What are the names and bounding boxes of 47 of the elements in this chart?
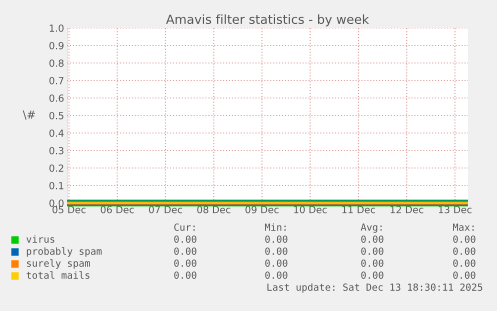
- y-tick-label: 0.0: [49, 199, 64, 207]
- legend-label: total mails: [26, 271, 90, 279]
- x-tick-label: 11 Dec: [342, 206, 375, 214]
- text: Min:: [264, 223, 286, 231]
- text: 0.00: [453, 235, 476, 243]
- legend-label: probably spam: [26, 247, 102, 257]
- text: 0.00: [265, 247, 288, 255]
- text: Avg:: [360, 224, 382, 233]
- y-tick-label: 0.2: [49, 164, 64, 172]
- x-tick-label: 09 Dec: [245, 206, 279, 214]
- text: 0.00: [361, 235, 384, 243]
- text: 0.00: [174, 259, 196, 267]
- text: 0.00: [265, 271, 288, 279]
- y-tick-label: 0.7: [49, 76, 64, 84]
- x-tick-label: 05 Dec: [52, 206, 86, 214]
- x-tick-label: 12 Dec: [390, 206, 424, 214]
- x-tick-label: 06 Dec: [100, 206, 134, 214]
- x-tick-label: 10 Dec: [294, 206, 327, 214]
- text: 0.00: [174, 271, 196, 279]
- y-tick-label: 1.0: [50, 24, 64, 32]
- text: 0.00: [361, 247, 384, 255]
- legend-label: virus: [26, 235, 54, 243]
- legend-label: surely spam: [27, 259, 90, 269]
- text: 0.00: [174, 235, 196, 243]
- y-tick-label: 0.9: [49, 42, 64, 50]
- text: 0.00: [453, 271, 476, 279]
- text: 0.00: [453, 259, 476, 267]
- text: Last update: Sat Dec 13 18:30:11 2025: [267, 283, 482, 293]
- text: Max:: [452, 224, 474, 231]
- y-axis-title: \#: [22, 110, 35, 120]
- text: 0.00: [453, 247, 476, 255]
- text: 0.00: [265, 235, 288, 243]
- y-tick-label: 0.5: [49, 112, 64, 120]
- y-tick-label: 0.6: [49, 94, 64, 102]
- x-tick-label: 08 Dec: [197, 206, 230, 214]
- y-tick-label: 0.8: [49, 59, 64, 67]
- x-tick-label: 07 Dec: [148, 206, 182, 214]
- text: 0.00: [361, 271, 384, 279]
- text: Cur:: [174, 223, 195, 231]
- chart-title: Amavis filter statistics - by week: [166, 14, 370, 26]
- text: 0.00: [174, 247, 196, 255]
- y-tick-label: 0.3: [49, 146, 64, 154]
- text: 0.00: [361, 259, 384, 267]
- y-tick-label: 0.1: [49, 182, 64, 190]
- text: 0.00: [265, 259, 288, 267]
- x-tick-label: 13 Dec: [438, 206, 472, 214]
- y-tick-label: 0.4: [49, 129, 64, 137]
